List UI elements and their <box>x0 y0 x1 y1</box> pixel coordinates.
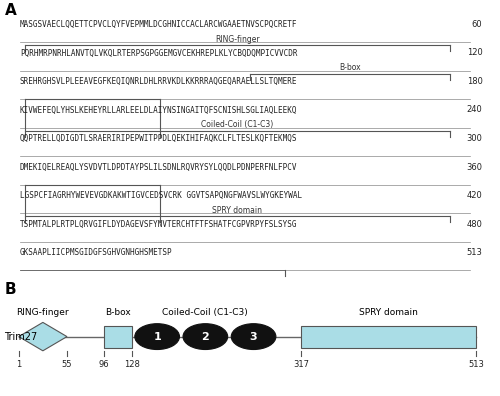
Ellipse shape <box>183 324 228 350</box>
Text: 513: 513 <box>466 248 482 257</box>
Text: 420: 420 <box>467 191 482 200</box>
Text: 2: 2 <box>202 331 209 342</box>
Text: 180: 180 <box>466 77 482 86</box>
Text: 60: 60 <box>472 20 482 29</box>
Text: 360: 360 <box>466 162 482 171</box>
Text: B: B <box>4 282 16 297</box>
Text: LGSPCFIAGRHYWEVEVGDKAKWTIGVCEDSVCRK GGVTSAPQNGFWAVSLWYGKEYWAL: LGSPCFIAGRHYWEVEVGDKAKWTIGVCEDSVCRK GGVT… <box>20 191 302 200</box>
Text: MASGSVAECLQQETTCPVCLQYFVEPMMLDCGHNICCACLARCWGAAETNVSCPQCRETF: MASGSVAECLQQETTCPVCLQYFVEPMMLDCGHNICCACL… <box>20 20 297 29</box>
Text: 120: 120 <box>467 48 482 57</box>
Text: 513: 513 <box>468 360 484 369</box>
Text: 317: 317 <box>293 360 309 369</box>
FancyBboxPatch shape <box>301 326 476 348</box>
Text: 55: 55 <box>62 360 72 369</box>
Text: Coiled-Coil (C1-C3): Coiled-Coil (C1-C3) <box>162 308 248 317</box>
Text: 3: 3 <box>250 331 258 342</box>
Text: SPRY domain: SPRY domain <box>359 308 418 317</box>
Text: SPRY domain: SPRY domain <box>212 206 262 215</box>
Ellipse shape <box>135 324 180 350</box>
Text: 1: 1 <box>154 331 161 342</box>
Text: B-box: B-box <box>339 63 361 72</box>
Text: GKSAAPLIICPMSGIDGFSGHVGNHGHSMETSP: GKSAAPLIICPMSGIDGFSGHVGNHGHSMETSP <box>20 248 172 257</box>
FancyBboxPatch shape <box>104 326 132 348</box>
Text: RING-finger: RING-finger <box>16 308 69 317</box>
Text: DMEKIQELREAQLYSVDVTLDPDTAYPSLILSDNLRQVRYSYLQQDLPDNPERFNLFPCV: DMEKIQELREAQLYSVDVTLDPDTAYPSLILSDNLRQVRY… <box>20 162 297 171</box>
Text: KIVWEFEQLYHSLKEHEYRLLARLEELDLAIYNSINGAITQFSCNISHLSGLIAQLEEKQ: KIVWEFEQLYHSLKEHEYRLLARLEELDLAIYNSINGAIT… <box>20 105 297 114</box>
Text: 240: 240 <box>467 105 482 114</box>
Text: B-box: B-box <box>105 308 130 317</box>
Text: A: A <box>5 3 17 18</box>
Text: Trim27: Trim27 <box>4 331 38 342</box>
Text: PQRHMRPNRHLANVTQLVKQLRTERPSGPGGEMGVCEKHREPLKLYCBQDQMPICVVCDR: PQRHMRPNRHLANVTQLVKQLRTERPSGPGGEMGVCEKHR… <box>20 48 297 57</box>
Text: QQPTRELLQDIGDTLSRAERIRIPEPWITPPDLQEKIHIFAQKCLFLTESLKQFTEKMQS: QQPTRELLQDIGDTLSRAERIRIPEPWITPPDLQEKIHIF… <box>20 134 297 143</box>
Polygon shape <box>19 322 67 351</box>
Ellipse shape <box>231 324 276 350</box>
Text: 480: 480 <box>466 219 482 228</box>
Text: 96: 96 <box>98 360 109 369</box>
Text: RING-finger: RING-finger <box>215 34 260 44</box>
Text: Coiled-Coil (C1-C3): Coiled-Coil (C1-C3) <box>202 120 274 129</box>
Text: 300: 300 <box>466 134 482 143</box>
Text: 128: 128 <box>124 360 140 369</box>
Text: 1: 1 <box>16 360 22 369</box>
Text: TSPMTALPLRTPLQRVGIFLDYDAGEVSFYNVTERCHTFTFSHATFCGPVRPYFSLSYSG: TSPMTALPLRTPLQRVGIFLDYDAGEVSFYNVTERCHTFT… <box>20 219 297 228</box>
Text: SREHRGHSVLPLEEAVEGFKEQIQNRLDHLRRVKDLKKRRRAQGEQARAELLSLTQMERE: SREHRGHSVLPLEEAVEGFKEQIQNRLDHLRRVKDLKKRR… <box>20 77 297 86</box>
